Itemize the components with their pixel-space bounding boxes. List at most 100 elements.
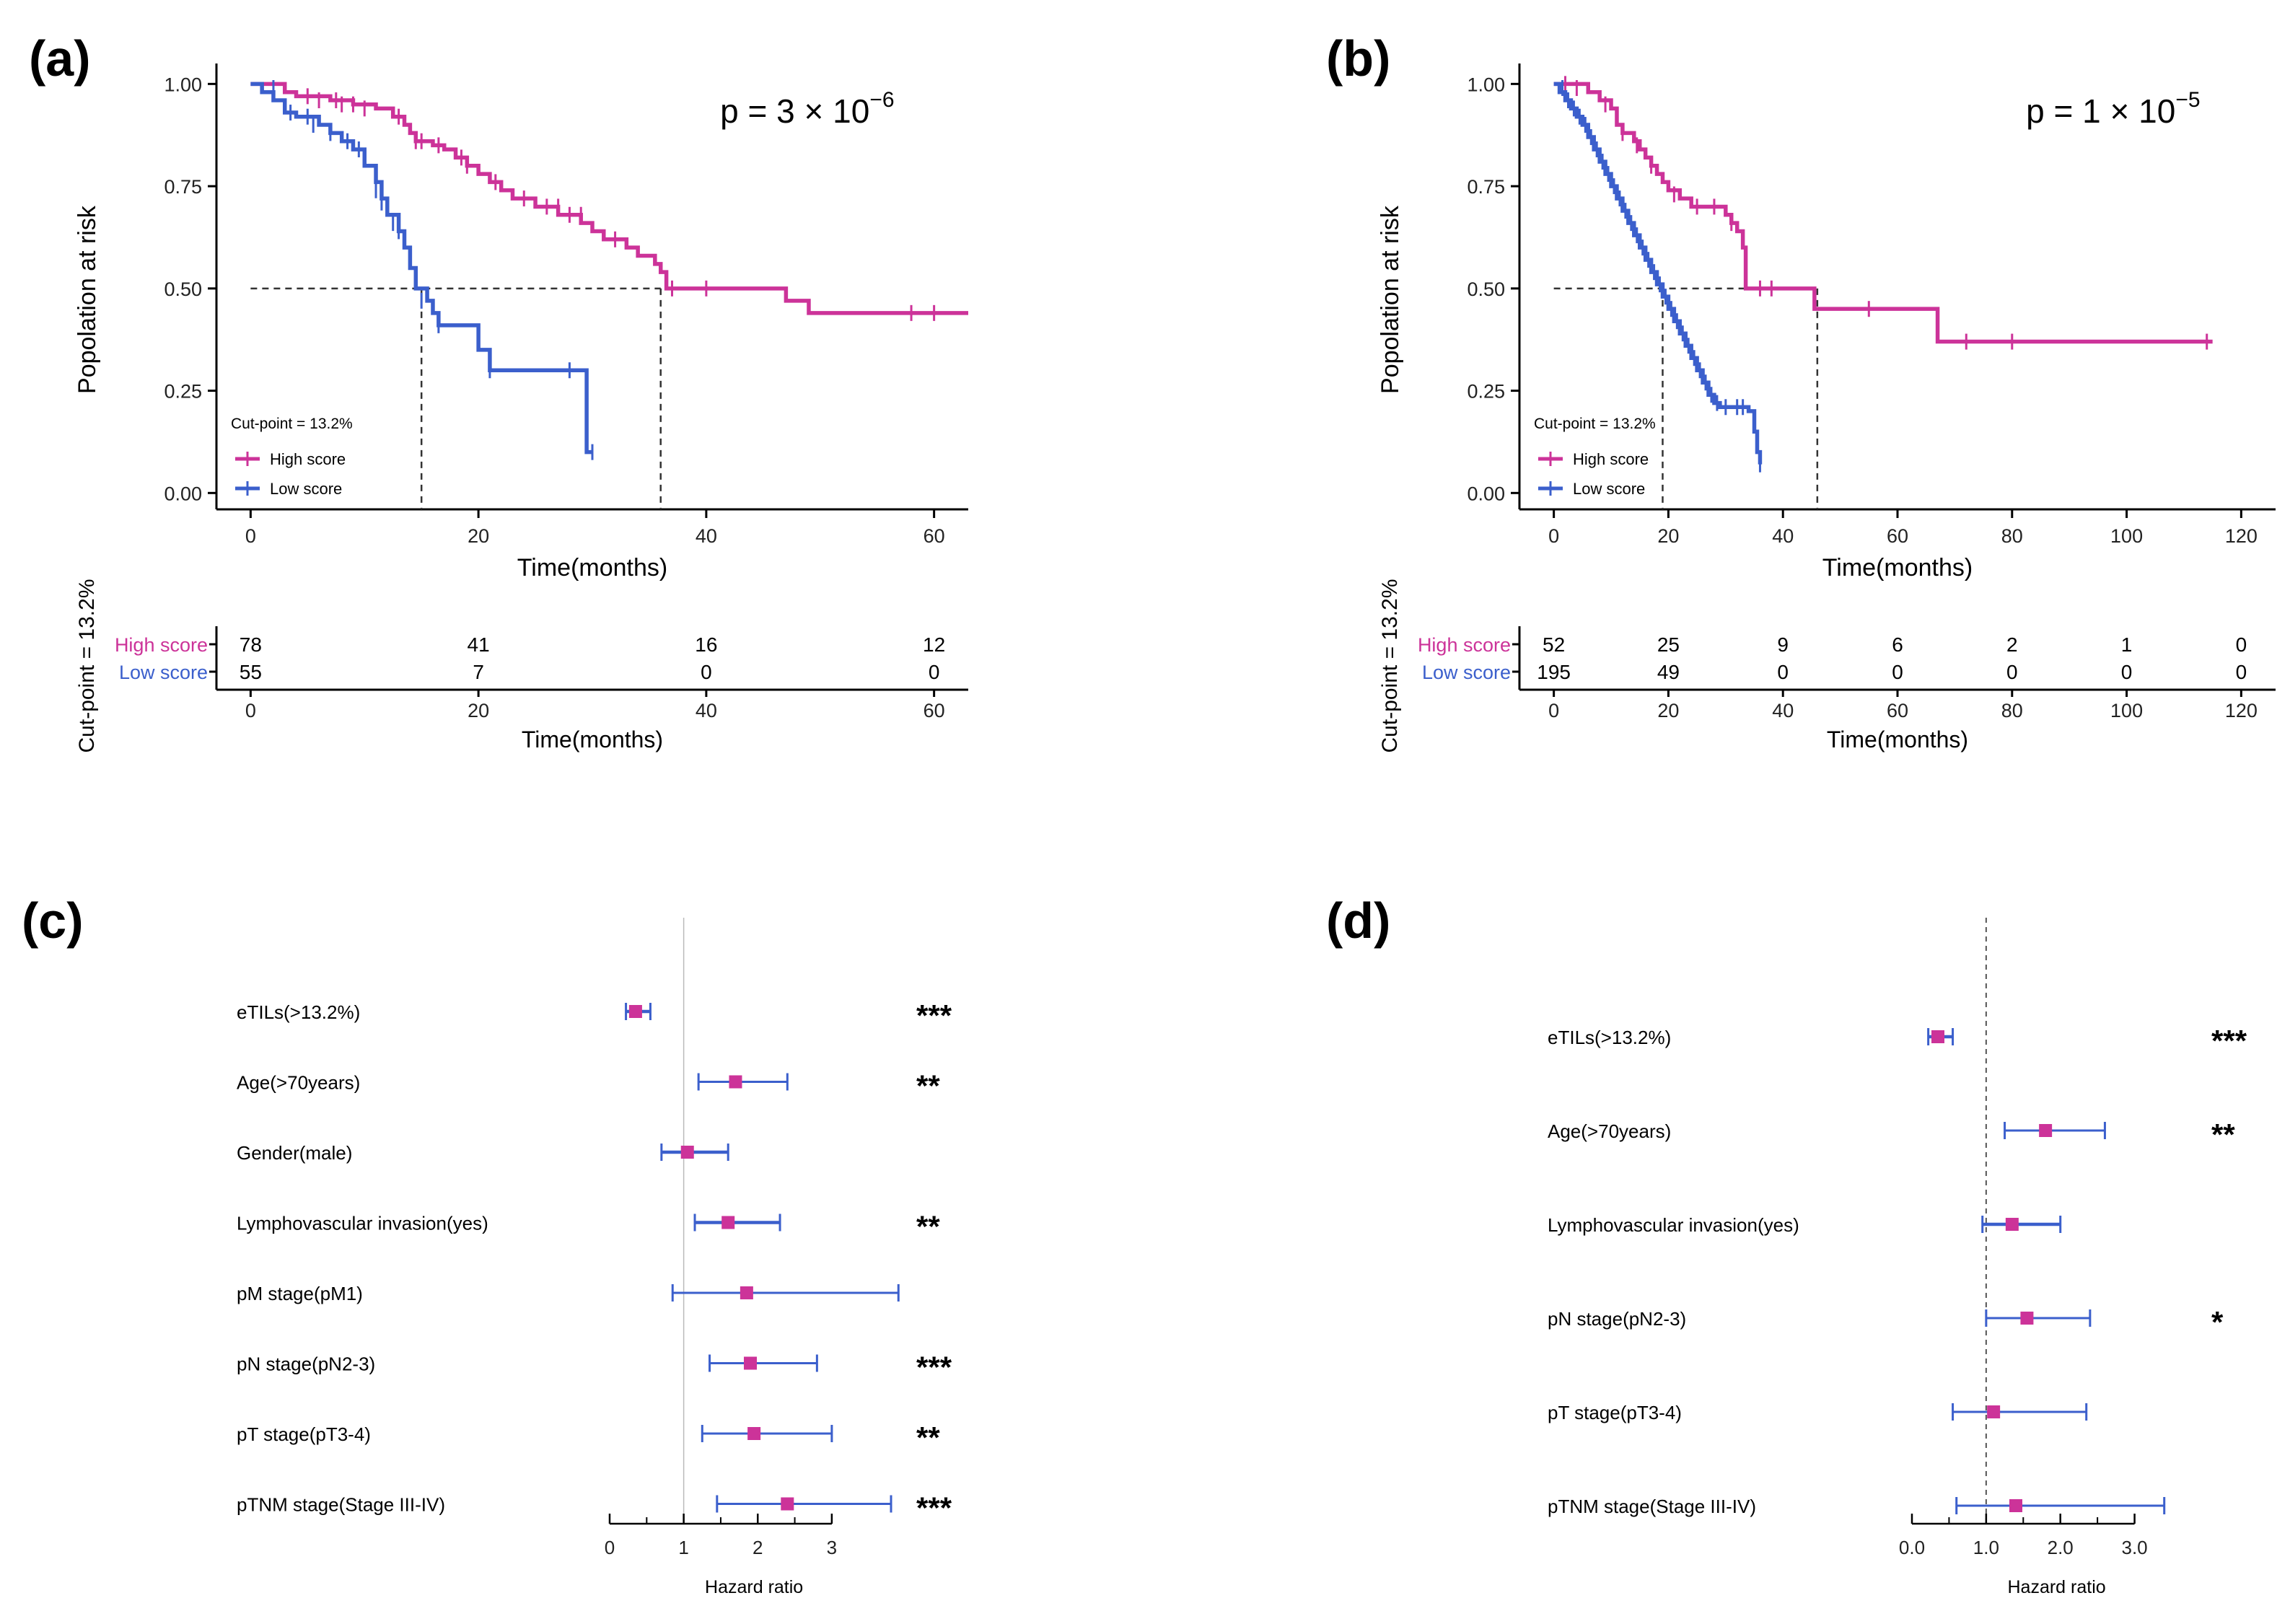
y-tick-label: 0.25 bbox=[164, 381, 202, 403]
forest-panel-c: (c) 0 1 2 3 Hazard ratio eTILs(>13.2%) *** Age(>… bbox=[22, 892, 952, 1597]
p-value: p = 3 × 10−6 bbox=[720, 88, 894, 130]
x-axis-title: Hazard ratio bbox=[705, 1577, 803, 1597]
km-panel-b: (b)0.000.250.500.751.000 20 40 60 80 100 120Ti… bbox=[1326, 30, 2276, 752]
risk-table-value: 12 bbox=[923, 633, 945, 656]
panel-label: (a) bbox=[29, 30, 91, 87]
significance-mark: *** bbox=[2211, 1024, 2247, 1058]
significance-mark: * bbox=[2211, 1305, 2224, 1339]
risk-table-x-tick-label: 0 bbox=[245, 700, 256, 721]
x-tick-label: 40 bbox=[696, 525, 717, 547]
risk-table-value: 195 bbox=[1537, 661, 1571, 683]
x-tick-label: 0 bbox=[1548, 525, 1559, 547]
risk-table-row-label: High score bbox=[1418, 634, 1511, 656]
x-tick-label: 2.0 bbox=[2048, 1537, 2074, 1558]
risk-table-value: 0 bbox=[2006, 661, 2018, 683]
risk-table-x-title: Time(months) bbox=[522, 727, 663, 752]
row-label: Gender(male) bbox=[237, 1142, 352, 1164]
row-label: pT stage(pT3-4) bbox=[1548, 1402, 1682, 1423]
risk-table-x-tick-label: 100 bbox=[2110, 700, 2143, 721]
row-label: pTNM stage(Stage III-IV) bbox=[237, 1494, 445, 1516]
hazard-ratio-point bbox=[628, 1005, 642, 1018]
significance-mark: *** bbox=[916, 1491, 952, 1525]
row-label: pM stage(pM1) bbox=[237, 1283, 363, 1304]
hazard-ratio-point bbox=[729, 1075, 742, 1089]
x-tick-label: 40 bbox=[1772, 525, 1794, 547]
risk-table-x-tick-label: 40 bbox=[1772, 700, 1794, 721]
x-tick-label: 100 bbox=[2110, 525, 2143, 547]
y-tick-label: 0.75 bbox=[1467, 176, 1505, 198]
x-tick-label: 20 bbox=[468, 525, 489, 547]
high-score-curve bbox=[250, 82, 968, 315]
hazard-ratio-point bbox=[1931, 1030, 1944, 1043]
x-axis-title: Hazard ratio bbox=[2007, 1577, 2105, 1597]
risk-table-y-title: Cut-point = 13.2% bbox=[75, 579, 99, 753]
y-tick-label: 0.75 bbox=[164, 176, 202, 198]
risk-table-value: 7 bbox=[473, 661, 484, 683]
y-tick-label: 0.00 bbox=[164, 483, 202, 504]
risk-table-value: 1 bbox=[2121, 633, 2133, 656]
hazard-ratio-point bbox=[1987, 1405, 2001, 1418]
risk-table-value: 9 bbox=[1777, 633, 1789, 656]
risk-table-value: 0 bbox=[701, 661, 712, 683]
x-tick-label: 1.0 bbox=[1973, 1537, 1999, 1558]
significance-mark: ** bbox=[916, 1210, 940, 1244]
risk-table-row-label: High score bbox=[115, 634, 208, 656]
risk-table-x-tick-label: 80 bbox=[2001, 700, 2023, 721]
risk-table-x-title: Time(months) bbox=[1827, 727, 1968, 752]
x-tick-label: 1 bbox=[678, 1537, 688, 1558]
risk-table-value: 55 bbox=[240, 661, 262, 683]
hazard-ratio-point bbox=[781, 1497, 794, 1511]
y-tick-label: 1.00 bbox=[164, 74, 202, 95]
hazard-ratio-point bbox=[2009, 1499, 2022, 1512]
y-tick-label: 1.00 bbox=[1467, 74, 1505, 95]
risk-table-row-label: Low score bbox=[1422, 662, 1511, 683]
significance-mark: ** bbox=[916, 1069, 940, 1103]
risk-table-value: 52 bbox=[1543, 633, 1565, 656]
panel-label: (b) bbox=[1326, 30, 1390, 87]
x-tick-label: 60 bbox=[924, 525, 945, 547]
hazard-ratio-point bbox=[680, 1146, 694, 1159]
risk-table-value: 0 bbox=[1892, 661, 1903, 683]
hazard-ratio-point bbox=[744, 1356, 757, 1370]
row-label: Age(>70years) bbox=[237, 1072, 360, 1094]
significance-mark: ** bbox=[2211, 1118, 2235, 1151]
low-score-curve bbox=[250, 82, 592, 455]
x-tick-label: 80 bbox=[2001, 525, 2023, 547]
risk-table-x-tick-label: 20 bbox=[1657, 700, 1679, 721]
forest-panel-d: (d) 0.0 1.0 2.0 3.0 Hazard ratio eTILs(>13.2%)… bbox=[1326, 892, 2247, 1597]
x-axis-title: Time(months) bbox=[517, 554, 667, 581]
risk-table-value: 25 bbox=[1657, 633, 1680, 656]
hazard-ratio-point bbox=[740, 1286, 753, 1299]
row-label: eTILs(>13.2%) bbox=[237, 1001, 360, 1023]
row-label: eTILs(>13.2%) bbox=[1548, 1027, 1671, 1048]
x-tick-label: 0 bbox=[245, 525, 256, 547]
panel-label: (d) bbox=[1326, 892, 1390, 949]
y-tick-label: 0.50 bbox=[164, 278, 202, 300]
risk-table-value: 78 bbox=[240, 633, 262, 656]
risk-table-x-tick-label: 60 bbox=[924, 700, 945, 721]
legend-title: Cut-point = 13.2% bbox=[231, 416, 353, 432]
row-label: pN stage(pN2-3) bbox=[237, 1353, 375, 1375]
y-tick-label: 0.50 bbox=[1467, 278, 1505, 300]
significance-mark: *** bbox=[916, 998, 952, 1032]
x-tick-label: 0 bbox=[605, 1537, 615, 1558]
risk-table-y-title: Cut-point = 13.2% bbox=[1378, 579, 1402, 753]
y-tick-label: 0.25 bbox=[1467, 381, 1505, 403]
risk-table-x-tick-label: 40 bbox=[696, 700, 717, 721]
significance-mark: *** bbox=[916, 1351, 952, 1384]
hazard-ratio-point bbox=[747, 1427, 761, 1440]
legend-label: Low score bbox=[1573, 480, 1645, 498]
x-tick-label: 20 bbox=[1657, 525, 1679, 547]
risk-table-value: 6 bbox=[1892, 633, 1903, 656]
x-tick-label: 3 bbox=[827, 1537, 837, 1558]
risk-table-x-tick-label: 0 bbox=[1548, 700, 1559, 721]
legend-title: Cut-point = 13.2% bbox=[1534, 416, 1656, 432]
row-label: Lymphovascular invasion(yes) bbox=[1548, 1214, 1799, 1236]
legend-label: Low score bbox=[270, 480, 342, 498]
x-axis-title: Time(months) bbox=[1822, 554, 1973, 581]
x-tick-label: 3.0 bbox=[2121, 1537, 2147, 1558]
hazard-ratio-point bbox=[2005, 1218, 2019, 1231]
x-tick-label: 0.0 bbox=[1899, 1537, 1925, 1558]
x-tick-label: 2 bbox=[753, 1537, 763, 1558]
